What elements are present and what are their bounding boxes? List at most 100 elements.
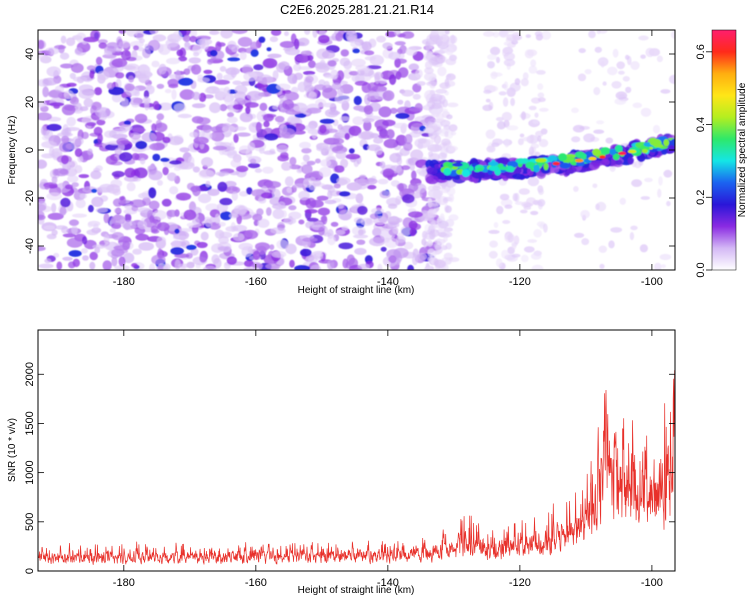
noise-blob [106,82,115,90]
noise-blob [151,123,157,132]
colorbar-label: Normalized spectral amplitude [737,82,748,217]
signal-peak [552,161,560,166]
noise-blob [38,159,47,169]
faint-blob [430,93,443,102]
spectrogram-x-label: Height of straight line (km) [298,285,415,296]
faint-blob [445,46,454,56]
noise-blob [170,247,184,255]
noise-blob [257,218,270,228]
signal-blob [472,172,485,179]
noise-blob [401,89,414,97]
noise-blob [324,199,337,205]
faint-blob [527,176,540,187]
noise-blob [66,116,76,127]
faint-blob [596,30,601,35]
faint-blob [443,227,453,232]
faint-blob [611,81,622,89]
noise-blob [230,68,237,78]
noise-blob [293,105,309,112]
noise-blob [56,261,63,270]
faint-blob [616,61,625,70]
noise-blob [51,203,57,213]
noise-blob [103,234,110,244]
noise-blob [105,155,118,165]
noise-blob [277,201,286,208]
noise-blob [389,152,402,163]
noise-blob [356,69,365,76]
faint-blob [445,205,452,213]
noise-blob [288,205,297,211]
noise-blob [151,60,160,68]
noise-blob [86,122,97,127]
faint-blob [436,238,442,246]
snr-x-tick-label: -120 [509,577,531,589]
noise-blob [335,229,346,235]
noise-blob [244,102,259,108]
faint-blob [652,124,661,134]
snr-y-tick-label: 500 [24,513,36,531]
noise-blob [298,219,305,225]
faint-blob [428,151,434,158]
faint-blob [660,89,671,94]
snr-x-tick-label: -100 [641,577,663,589]
noise-peak [91,188,98,193]
faint-blob [448,194,455,203]
noise-blob [363,105,374,115]
noise-blob [86,65,96,71]
noise-blob [267,53,282,59]
noise-blob [186,244,197,250]
colorbar-tick-label: 0.4 [695,117,707,132]
noise-blob [307,54,314,61]
faint-blob [427,256,434,262]
noise-blob [320,159,332,167]
faint-blob [445,73,456,81]
signal-core-blob [670,138,675,146]
noise-blob [309,199,324,208]
noise-blob [111,232,125,241]
faint-blob [496,56,500,64]
noise-blob [228,213,239,219]
signal-core-blob [558,153,568,162]
noise-blob [111,256,118,267]
noise-blob [315,158,321,164]
noise-blob [124,213,132,223]
noise-blob [234,84,248,95]
noise-blob [118,256,126,267]
noise-blob [411,123,422,128]
noise-blob [301,164,313,175]
noise-blob [179,89,195,100]
noise-blob [330,221,339,227]
signal-core-blob [559,162,571,169]
noise-blob [69,219,79,226]
noise-blob [407,264,414,270]
snr-frame [37,329,676,572]
faint-blob [519,133,525,138]
spectrogram-y-tick-label: -20 [24,190,36,206]
spectrogram-y-label: Frequency (Hz) [7,116,18,185]
faint-blob [640,107,652,117]
faint-blob [572,124,585,133]
noise-blob [72,213,87,218]
faint-blob [631,179,643,188]
noise-blob [276,83,291,91]
noise-blob [324,108,339,118]
noise-blob [152,153,161,162]
noise-blob [71,225,78,235]
noise-blob [345,153,361,160]
noise-blob [114,208,122,214]
signal-core-blob [535,158,547,163]
noise-blob [94,87,102,96]
noise-blob [115,72,125,79]
noise-blob [321,50,336,59]
noise-blob [90,170,102,180]
faint-blob [512,193,518,202]
noise-blob [103,213,110,224]
noise-blob [152,34,167,42]
noise-blob [149,263,156,270]
noise-blob [289,259,295,268]
noise-blob [92,244,107,249]
noise-blob [43,77,58,86]
spectrogram-x-tick-label: -100 [641,276,663,288]
faint-blob [444,30,450,35]
noise-blob [382,42,393,50]
